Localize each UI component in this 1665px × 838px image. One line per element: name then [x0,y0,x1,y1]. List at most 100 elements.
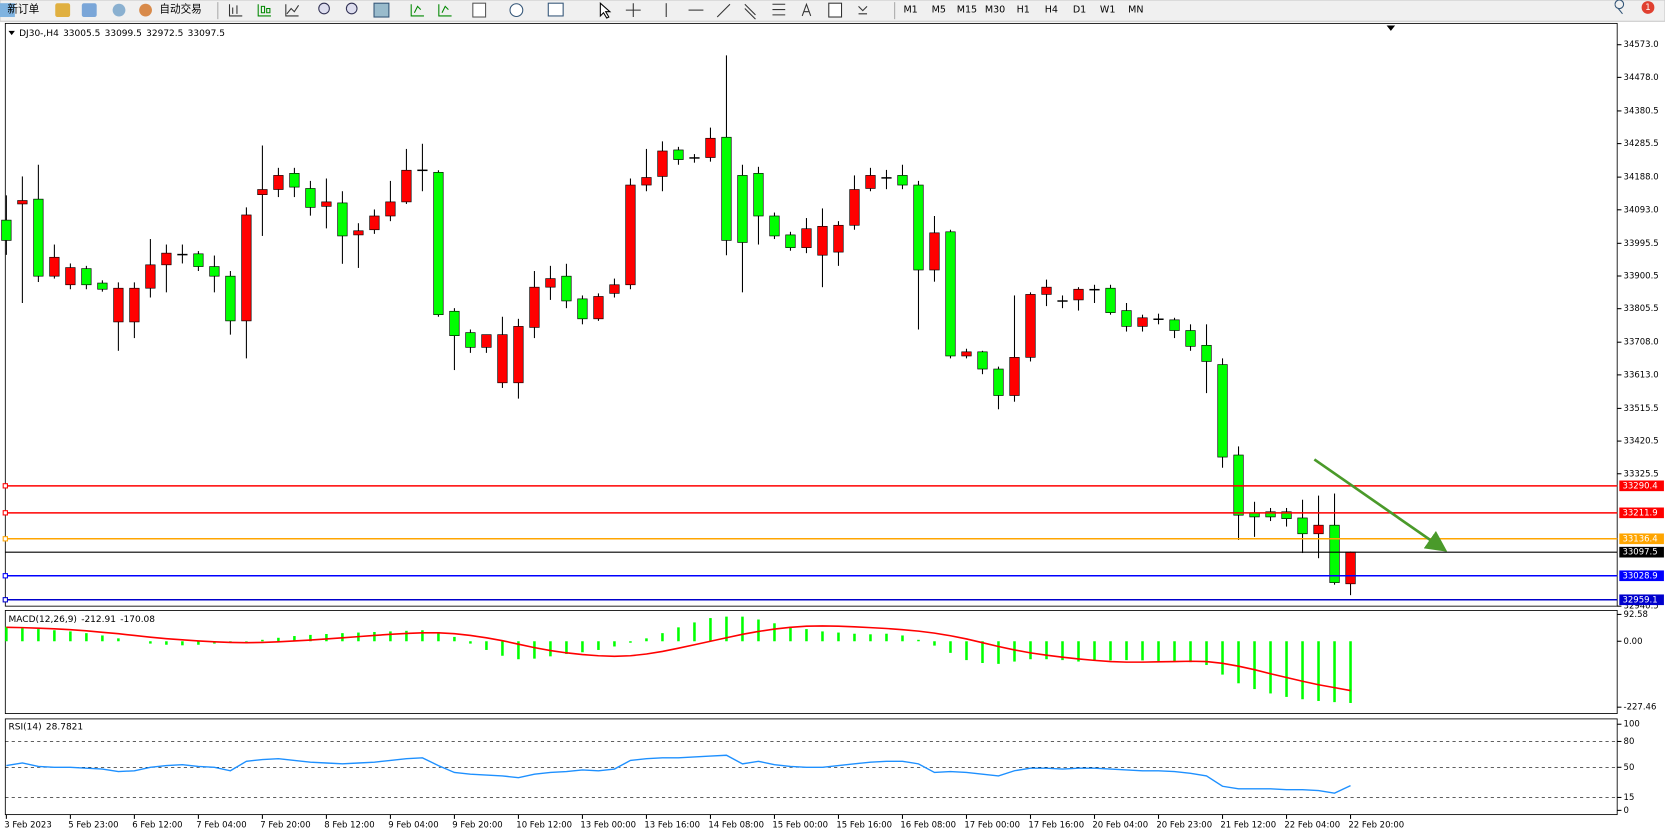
text-tool[interactable] [801,2,812,17]
level-handle[interactable] [2,483,8,489]
x-tick-label: 17 Feb 16:00 [1028,821,1084,831]
ohlc-close: 33097.5 [188,28,225,38]
cursor-tool[interactable] [599,2,612,19]
rsi-line [6,754,1351,794]
timeframe-button[interactable]: M5 [932,5,946,16]
auto-trading-button[interactable]: 自动交易 [159,3,201,16]
level-handle[interactable] [2,573,8,579]
macd-header: MACD(12,26,9) -212.91 -170.08 [9,614,156,624]
icon[interactable] [81,3,97,18]
crosshair-tool[interactable] [625,3,641,18]
macd-signal-line [6,625,1351,692]
candle-body [785,234,796,248]
tile-icon[interactable] [373,2,390,18]
toolbar: 新订单 自动交易 M1 M5 M15 M30 H1 H4 D1 W1 MN 1 [0,0,1665,22]
level-handle[interactable] [2,510,8,516]
rsi-value: 28.7821 [46,722,83,732]
candle-body [1089,288,1100,291]
timeframe-button[interactable]: H1 [1017,5,1030,16]
period-icon[interactable] [509,3,524,18]
timeframe-button[interactable]: M15 [957,5,977,16]
template-icon[interactable] [547,2,564,17]
macd-bar [1045,641,1048,660]
rsi-panel [4,718,1618,816]
candle-body [561,275,572,302]
macd-bar [709,618,712,642]
macd-bar [597,641,600,650]
notification-badge[interactable] [1641,1,1655,14]
macd-bar [1301,641,1304,700]
macd-bar [1029,641,1032,660]
candle-body [433,171,444,316]
timeframe-button[interactable]: M1 [903,5,917,16]
macd-bar [965,641,968,661]
bar-chart-icon[interactable] [228,4,243,17]
macd-bar [1013,641,1016,662]
macd-bar [1221,641,1224,675]
y-tick-label: 34093.0 [1624,205,1659,215]
icon[interactable] [0,3,15,18]
candle-body [1,219,12,241]
arrows-tool[interactable] [858,6,868,15]
candle-body [657,150,668,177]
zoom-in[interactable] [318,2,330,15]
fibo-tool[interactable] [772,3,786,16]
timeframe-button[interactable]: M30 [985,5,1005,16]
new-order-button[interactable]: 新订单 [7,3,39,16]
macd-bar [645,638,648,642]
candle-body [529,286,540,328]
line-icon[interactable] [285,4,300,17]
candle-body [1201,344,1212,362]
timeframe-button[interactable]: W1 [1100,5,1116,16]
level-handle[interactable] [2,536,8,542]
timeframe-button[interactable]: MN [1128,5,1143,16]
y-tick-label: 32940.5 [1624,602,1659,612]
y-tick-label: 33325.5 [1624,469,1659,479]
macd-bar [437,631,440,642]
icon[interactable] [112,3,126,17]
dropdown-marker[interactable] [8,30,15,36]
trend-arrow [1313,458,1448,552]
shift-icon[interactable] [438,4,452,17]
price-tag [1619,507,1664,519]
candle-body [241,214,252,322]
x-tick-label: 20 Feb 04:00 [1092,821,1148,831]
indicators-icon[interactable] [472,2,487,18]
zoom-out[interactable] [345,2,358,15]
y-tick-label: 0 [1624,806,1629,816]
macd-bar [549,641,552,657]
macd-bar [517,641,520,660]
macd-bar [261,639,264,642]
macd-bar [677,627,680,642]
macd-bar [917,639,920,642]
candle-body [753,173,764,217]
candle-body [1105,287,1116,313]
icon[interactable] [55,3,71,18]
candle-body [1169,319,1180,331]
x-tick-label: 9 Feb 04:00 [388,821,438,831]
search-icon[interactable] [1614,0,1625,15]
candle-body [1153,318,1164,320]
candle-body [833,224,844,253]
macd-bar [997,641,1000,664]
label-tool[interactable] [828,2,843,18]
y-tick-label: 33613.0 [1624,370,1659,380]
timeframe-button[interactable]: D1 [1073,5,1086,16]
candle-icon[interactable] [257,4,271,17]
macd-bar [1333,641,1336,703]
price-tag [1619,570,1664,582]
candle-body [897,175,908,186]
channel-tool[interactable] [744,3,756,20]
timeframe-button[interactable]: H4 [1045,5,1058,16]
price-tag [1619,594,1664,606]
macd-bar [981,641,984,663]
level-handle[interactable] [2,597,8,603]
candle-body [257,189,268,195]
icon[interactable] [139,3,152,17]
macd-bar [805,629,808,642]
macd-bar [469,641,472,644]
trendline-tool[interactable] [716,3,731,18]
scroll-icon[interactable] [410,4,424,17]
x-tick-label: 21 Feb 12:00 [1220,821,1276,831]
